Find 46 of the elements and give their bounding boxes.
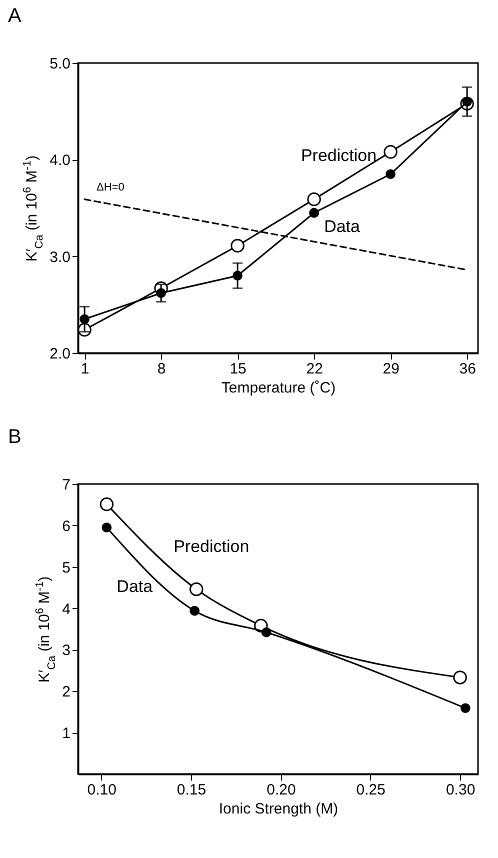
y-tick-label: 3.0 <box>50 248 70 266</box>
y-tick-label: 1 <box>62 725 70 742</box>
series-label: Data <box>116 576 154 596</box>
chart-title: A <box>8 5 22 27</box>
point <box>453 670 467 684</box>
x-tick-label: 0.15 <box>176 782 206 798</box>
y-tick-label: 4.0 <box>50 152 70 170</box>
x-tick-label: 22 <box>306 360 323 378</box>
series-label: Data <box>324 216 361 236</box>
x-tick-label: 0.25 <box>356 782 386 798</box>
x-tick-label: 29 <box>382 360 400 378</box>
y-tick-label: 5 <box>62 559 70 576</box>
point <box>102 522 112 532</box>
x-tick-label: 36 <box>459 360 476 378</box>
x-tick-label: 0.30 <box>446 782 476 798</box>
x-tick-label: 8 <box>157 360 166 378</box>
point <box>232 270 242 281</box>
point <box>307 192 321 206</box>
point <box>230 238 244 253</box>
series-label: Prediction <box>174 537 250 556</box>
chart-title: B <box>8 426 22 448</box>
x-tick-label: 0.10 <box>87 782 116 798</box>
point <box>190 606 200 616</box>
point <box>100 497 114 512</box>
point <box>460 703 470 714</box>
y-tick-label: 2 <box>62 684 70 701</box>
point <box>80 314 90 324</box>
x-tick-label: 0.20 <box>266 782 296 798</box>
point <box>156 288 166 298</box>
x-tick-label: 15 <box>230 360 246 378</box>
y-tick-label: 4 <box>62 600 70 618</box>
y-tick-label: 6 <box>62 518 70 535</box>
y-tick-label: 3 <box>62 642 70 660</box>
point <box>386 169 396 180</box>
series-label: ΔH=0 <box>96 181 124 194</box>
x-axis-title: Temperature (˚C) <box>221 380 336 396</box>
x-tick-label: 1 <box>80 360 90 378</box>
x-axis-title: Ionic Strength (M) <box>218 800 338 818</box>
point <box>309 208 319 218</box>
series-label: Prediction <box>300 146 377 165</box>
y-tick-label: 2.0 <box>50 346 70 362</box>
point <box>384 145 398 159</box>
y-tick-label: 5.0 <box>50 56 70 72</box>
y-tick-label: 7 <box>62 476 70 494</box>
point <box>190 582 204 596</box>
point <box>261 627 272 638</box>
